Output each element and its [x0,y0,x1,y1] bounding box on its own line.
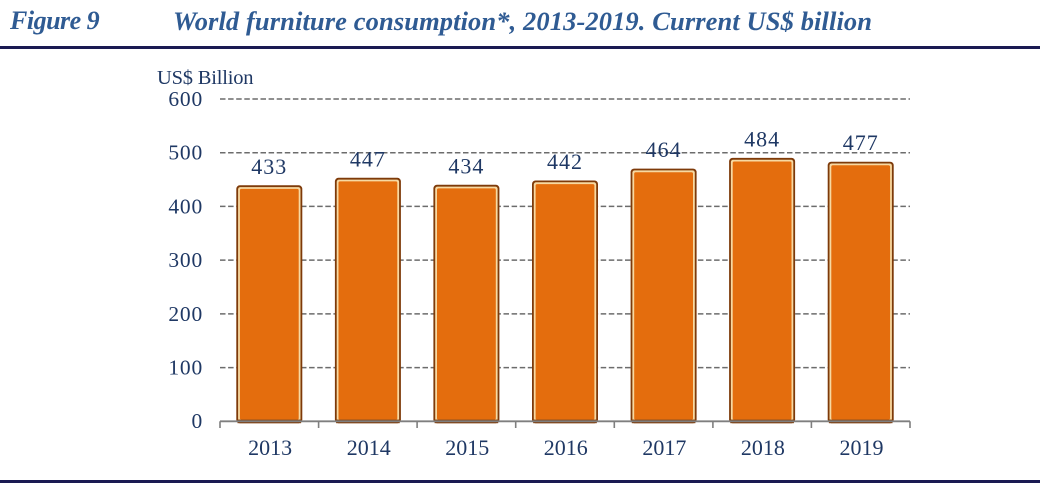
svg-text:2014: 2014 [347,435,391,460]
svg-text:464: 464 [646,137,682,162]
svg-text:US$ Billion: US$ Billion [157,67,253,89]
svg-text:0: 0 [191,409,203,433]
svg-text:2013: 2013 [248,435,292,460]
svg-text:400: 400 [168,194,203,218]
svg-text:2015: 2015 [445,435,489,460]
svg-text:442: 442 [547,149,583,174]
svg-text:100: 100 [168,356,203,380]
svg-text:300: 300 [168,248,203,272]
svg-text:2017: 2017 [642,435,686,460]
svg-text:447: 447 [350,146,386,171]
svg-text:484: 484 [744,126,780,151]
svg-text:200: 200 [168,302,203,326]
svg-text:433: 433 [251,154,287,179]
svg-text:477: 477 [843,130,879,155]
svg-text:600: 600 [168,87,203,111]
svg-text:2016: 2016 [544,435,588,460]
svg-text:2018: 2018 [741,435,785,460]
svg-text:434: 434 [448,153,484,178]
svg-text:2019: 2019 [840,435,884,460]
svg-text:500: 500 [168,141,203,165]
